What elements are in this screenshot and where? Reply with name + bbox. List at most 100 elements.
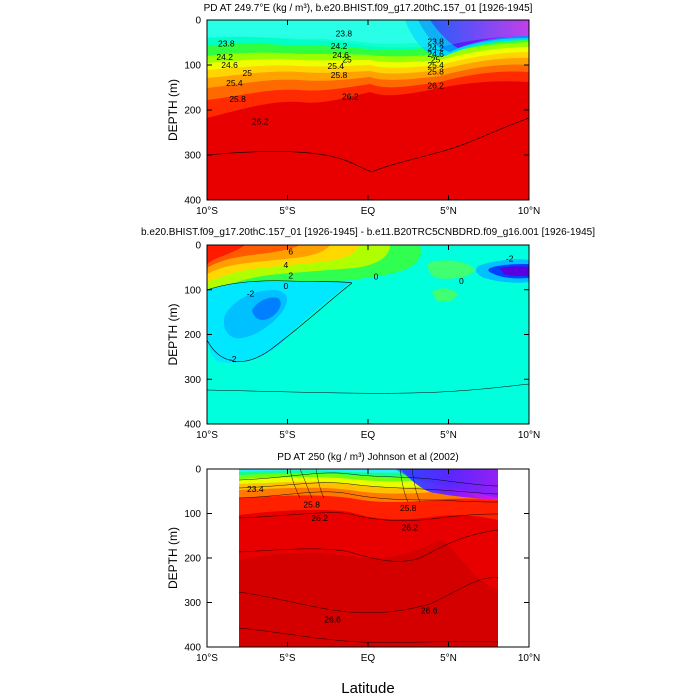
contour-label: 24.6 — [221, 60, 238, 70]
y-tick-label: 0 — [195, 16, 201, 27]
contour-label: 26.2 — [427, 81, 444, 91]
y-tick-label: 400 — [184, 643, 201, 654]
contour-line — [399, 469, 409, 503]
x-tick-label: EQ — [361, 430, 376, 441]
contour-label: 26.6 — [421, 606, 438, 616]
x-tick-label: 5°S — [279, 653, 296, 664]
x-tick-label: 10°N — [518, 430, 540, 441]
y-tick-label: 100 — [184, 61, 201, 72]
contour-label: 0 — [284, 281, 289, 291]
y-tick-label: 0 — [195, 465, 201, 476]
contour-zero-line-2 — [207, 282, 353, 362]
y-axis-label: DEPTH (m) — [166, 527, 180, 589]
contour-label: 25.4 — [226, 78, 243, 88]
x-tick-label: 10°N — [518, 206, 540, 217]
contour-label: 26.6 — [324, 614, 341, 624]
contour-line — [239, 529, 498, 562]
contour-label: 2 — [288, 270, 293, 280]
contour-line — [239, 491, 498, 503]
contour-label: 25 — [243, 68, 253, 78]
fill-overlay — [207, 20, 529, 48]
contour-label: 25.8 — [229, 94, 246, 104]
fill-cool-3 — [430, 20, 529, 48]
panel-middle-title: b.e20.BHIST.f09_g17.20thC.157_01 [1926-1… — [141, 227, 595, 238]
contour-label: -2 — [506, 253, 514, 263]
y-tick-label: 100 — [184, 509, 201, 520]
fill-neg-east-3 — [500, 266, 529, 276]
panel-top-contour-labels: 23.824.224.62525.425.826.223.824.224.625… — [216, 29, 444, 127]
contour-label: 25.8 — [303, 500, 320, 510]
contour-label: 6 — [288, 247, 293, 257]
x-tick-label: 5°S — [279, 206, 296, 217]
x-tick-label: 10°S — [196, 430, 218, 441]
x-tick-label: 5°N — [440, 653, 457, 664]
y-tick-label: 300 — [184, 151, 201, 162]
y-tick-label: 200 — [184, 106, 201, 117]
contour-label: 24.2 — [216, 52, 233, 62]
contour-label: 0 — [459, 276, 464, 286]
contour-line — [411, 469, 421, 503]
contour-label: 25.8 — [427, 66, 444, 76]
contour-label: -2 — [247, 288, 255, 298]
y-tick-label: 100 — [184, 285, 201, 296]
contour-label: 25 — [342, 55, 352, 65]
x-axis-label: Latitude — [341, 680, 394, 697]
contour-label: 24.2 — [331, 41, 348, 51]
contour-label: 26.2 — [342, 92, 359, 102]
x-tick-label: 5°N — [440, 430, 457, 441]
contour-label: 4 — [284, 260, 289, 270]
panel-middle-difference: b.e20.BHIST.f09_g17.20thC.157_01 [1926-1… — [141, 227, 595, 441]
contour-label: 0 — [374, 271, 379, 281]
panel-middle-contour-field — [207, 245, 529, 424]
panel-bottom-observations: PD AT 250 (kg / m³) Johnson et al (2002) — [166, 452, 540, 664]
contour-line-26-2 — [207, 117, 529, 173]
y-tick-label: 200 — [184, 554, 201, 565]
contour-label: 23.8 — [218, 38, 235, 48]
contour-label: 25.8 — [400, 503, 417, 513]
y-tick-label: 400 — [184, 420, 201, 431]
x-tick-label: EQ — [361, 653, 376, 664]
contour-label: 23.4 — [247, 484, 264, 494]
contour-line — [239, 627, 498, 643]
contour-label: 23.8 — [336, 29, 353, 39]
x-tick-label: 5°N — [440, 206, 457, 217]
y-tick-label: 0 — [195, 241, 201, 252]
fill-pos-east-2 — [432, 288, 458, 302]
fill-neg-3 — [252, 297, 281, 320]
y-tick-label: 400 — [184, 196, 201, 207]
x-tick-label: 10°S — [196, 206, 218, 217]
fill-cool-east-2 — [395, 469, 498, 498]
contour-line — [239, 482, 498, 495]
contour-line — [239, 472, 498, 487]
y-tick-label: 300 — [184, 375, 201, 386]
panel-bottom-axes: 10°S 5°S EQ 5°N 10°N 0 100 200 300 400 DEPTH (m) — [166, 465, 540, 665]
y-axis-label: DEPTH (m) — [166, 304, 180, 366]
y-axis-label: DEPTH (m) — [166, 79, 180, 141]
contour-label: 24.6 — [427, 49, 444, 59]
panel-bottom-contour-field — [239, 469, 498, 647]
contour-label: 25.4 — [427, 60, 444, 70]
panel-top-title: PD AT 249.7°E (kg / m³), b.e20.BHIST.f09… — [204, 3, 533, 14]
contour-line — [239, 512, 498, 521]
y-tick-label: 200 — [184, 330, 201, 341]
panel-top-contour-field — [207, 20, 529, 200]
contour-label: 24.6 — [332, 50, 349, 60]
panel-top-axes: 10°S 5°S EQ 5°N 10°N 0 100 200 300 400 DEPTH (m) — [166, 16, 540, 218]
contour-zero-line — [207, 280, 353, 291]
panel-bottom-contour-labels: 23.4 25.8 26.2 26.2 26.6 26.6 25.8 — [247, 484, 438, 624]
contour-line — [315, 469, 325, 499]
y-tick-label: 300 — [184, 598, 201, 609]
contour-label: 23.8 — [427, 37, 444, 47]
x-tick-label: 10°N — [518, 653, 540, 664]
contour-label: 26.2 — [402, 523, 419, 533]
x-tick-label: 10°S — [196, 653, 218, 664]
contour-label: 25.8 — [331, 70, 348, 80]
contour-label: -2 — [229, 354, 237, 364]
panel-top-model-density: PD AT 249.7°E (kg / m³), b.e20.BHIST.f09… — [166, 3, 540, 218]
contour-line — [299, 469, 313, 499]
x-tick-label: EQ — [361, 206, 376, 217]
contour-label: 25 — [431, 55, 441, 65]
contour-label: 25.4 — [328, 61, 345, 71]
